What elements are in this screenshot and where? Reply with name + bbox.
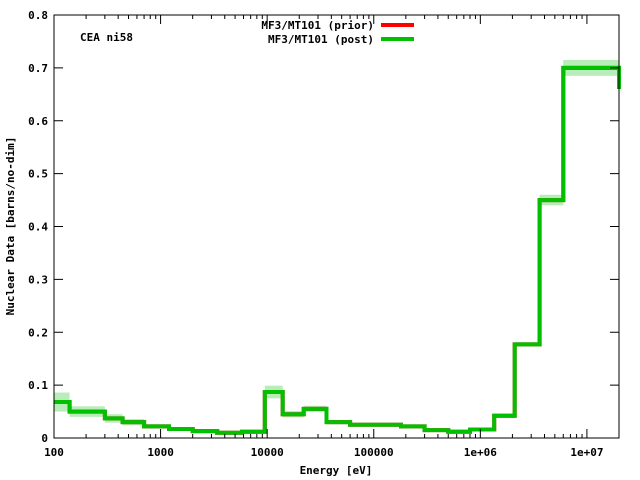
uncertainty-bands	[54, 59, 619, 434]
legend: MF3/MT101 (prior)MF3/MT101 (post)	[261, 19, 414, 46]
x-tick-label: 100	[44, 446, 64, 459]
x-tick-label: 1000	[147, 446, 174, 459]
x-axis-ticks: 100 1000 10000 100000 1e+06 1e+07	[44, 15, 620, 459]
series-lines	[54, 65, 621, 435]
legend-label: MF3/MT101 (prior)	[261, 19, 374, 32]
y-tick-label: 0.7	[28, 62, 48, 75]
y-tick-label: 0	[41, 432, 48, 445]
x-tick-label: 10000	[251, 446, 284, 459]
y-axis-ticks: 0 0.1 0.2 0.3 0.4 0.5 0.6 0.7 0.8	[28, 9, 619, 445]
series-line-prior	[54, 65, 621, 435]
y-axis-label: Nuclear Data [barns/no-dim]	[4, 137, 17, 316]
y-tick-label: 0.8	[28, 9, 48, 22]
y-tick-label: 0.5	[28, 168, 48, 181]
y-tick-label: 0.3	[28, 273, 48, 286]
x-tick-label: 1e+06	[464, 446, 497, 459]
plot-border	[53, 14, 620, 439]
y-tick-label: 0.4	[28, 221, 48, 234]
y-tick-label: 0.1	[28, 379, 48, 392]
x-tick-label: 100000	[354, 446, 394, 459]
y-tick-label: 0.6	[28, 115, 48, 128]
x-tick-label: 1e+07	[570, 446, 603, 459]
chart-annotation: CEA ni58	[80, 31, 133, 44]
y-tick-label: 0.2	[28, 326, 48, 339]
series-line-post	[54, 65, 621, 435]
x-axis-label: Energy [eV]	[300, 464, 373, 477]
legend-label: MF3/MT101 (post)	[268, 33, 374, 46]
